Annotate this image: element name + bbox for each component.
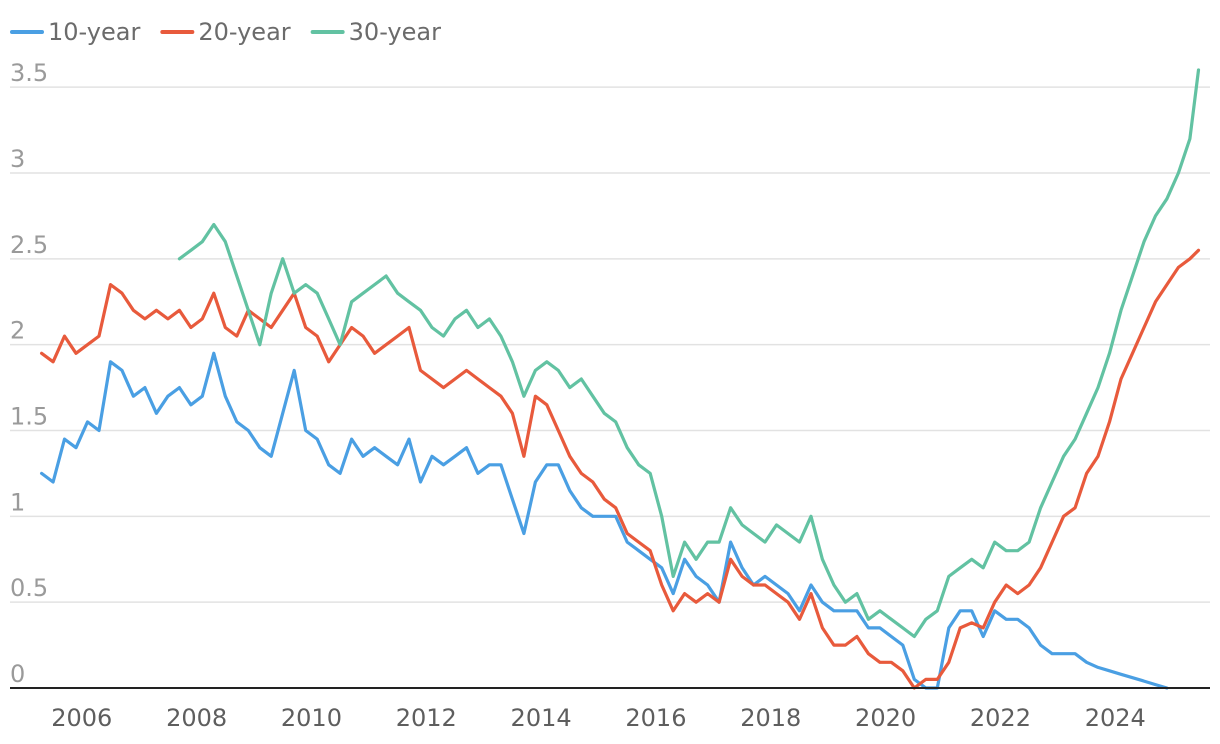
series-line-10-year (40, 351, 1169, 690)
x-tick-label: 2018 (740, 704, 801, 732)
x-tick-label: 2016 (625, 704, 686, 732)
y-gridlines (10, 86, 1210, 603)
x-tick-label: 2024 (1085, 704, 1146, 732)
y-tick-label: 2.5 (10, 231, 48, 259)
y-tick-label: 1.5 (10, 403, 48, 431)
series-line-30-year (177, 68, 1201, 639)
y-tick-label: 1 (10, 488, 25, 516)
x-tick-label: 2014 (511, 704, 572, 732)
x-tick-label: 2012 (396, 704, 457, 732)
y-tick-label: 0 (10, 660, 25, 688)
legend-label: 30-year (349, 18, 441, 46)
series-lines (40, 68, 1201, 690)
x-tick-label: 2020 (855, 704, 916, 732)
chart-legend: 10-year 20-year 30-year (10, 18, 441, 46)
x-tick-label: 2006 (51, 704, 112, 732)
x-tick-label: 2022 (970, 704, 1031, 732)
y-tick-label: 0.5 (10, 574, 48, 602)
y-tick-label: 3.5 (10, 59, 48, 87)
x-axis-tick-labels: 2006 2008 2010 2012 2014 2016 2018 2020 2022 2024 (51, 704, 1146, 732)
legend-item-30-year: 30-year (310, 18, 441, 46)
y-tick-label: 3 (10, 145, 25, 173)
y-tick-label: 2 (10, 317, 25, 345)
legend-item-20-year: 20-year (160, 18, 291, 46)
y-axis-tick-labels: 0 0.5 1 1.5 2 2.5 3 3.5 (10, 59, 48, 688)
legend-label: 20-year (198, 18, 290, 46)
legend-label: 10-year (48, 18, 140, 46)
legend-item-10-year: 10-year (10, 18, 140, 46)
x-tick-label: 2008 (166, 704, 227, 732)
series-line-20-year (40, 248, 1201, 690)
x-tick-label: 2010 (281, 704, 342, 732)
